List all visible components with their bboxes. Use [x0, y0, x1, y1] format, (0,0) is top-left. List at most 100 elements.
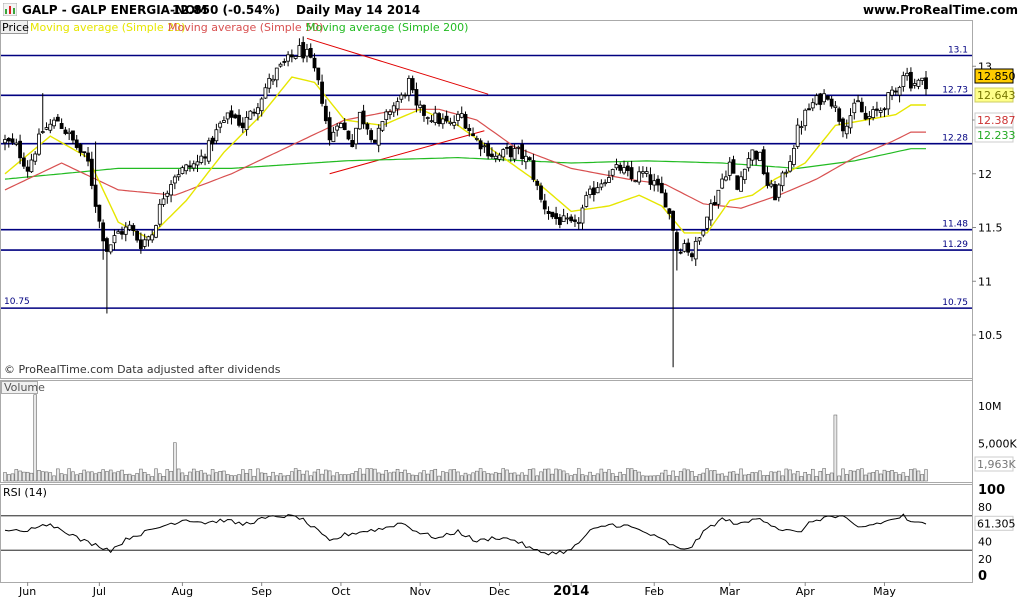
price-tag-label: 12.643 [977, 89, 1016, 102]
candle-body [573, 219, 577, 222]
candle-body [10, 138, 15, 143]
volume-bar [739, 468, 743, 482]
volume-bar [814, 476, 819, 482]
volume-bar [203, 472, 207, 482]
candle-body [21, 157, 26, 167]
volume-bar [342, 474, 347, 482]
volume-bar [63, 474, 68, 482]
price-tag-label: 12.387 [977, 114, 1016, 127]
volume-bar [603, 471, 607, 482]
rsi-tick-label: 100 [978, 483, 1005, 498]
candle-body [369, 130, 374, 141]
month-label: Apr [796, 585, 816, 598]
candle-body [523, 155, 528, 163]
candle-body [739, 176, 743, 192]
volume-bar [301, 473, 305, 482]
candle-body [622, 167, 626, 174]
volume-bar [218, 471, 222, 482]
candle-body [339, 123, 343, 129]
volume-bar [456, 471, 460, 482]
candle-body [693, 240, 698, 260]
volume-bar [346, 474, 351, 482]
volume-bar [10, 473, 15, 482]
candle-body [674, 232, 679, 251]
candle-body [33, 153, 38, 162]
volume-bar [765, 475, 770, 482]
candle-body [569, 216, 574, 222]
volume-bar [535, 475, 539, 482]
volume-bar [592, 475, 596, 482]
rsi-legend: RSI (14) [3, 486, 47, 499]
source-link[interactable]: www.ProRealTime.com [863, 3, 1018, 17]
candle-body [697, 237, 702, 242]
candle-body [750, 149, 755, 161]
volume-bar [429, 470, 434, 482]
level-label: 11.48 [942, 220, 968, 230]
candle-body [893, 90, 898, 93]
candle-body [384, 111, 389, 121]
candle-body [595, 187, 600, 194]
candle-body [25, 166, 30, 172]
candle-body [399, 94, 404, 100]
month-label: Feb [644, 585, 663, 598]
volume-legend-box [1, 381, 38, 394]
volume-bar [188, 471, 192, 482]
candle-body [829, 98, 834, 107]
candle-body [539, 185, 543, 200]
candle-body [501, 149, 506, 158]
volume-bar [324, 469, 328, 482]
volume-bar [173, 442, 177, 482]
volume-bar [656, 475, 660, 482]
candle-body [912, 83, 917, 86]
volume-bar [244, 473, 249, 482]
volume-bar [18, 470, 22, 482]
volume-bar [584, 475, 589, 482]
candle-body [671, 210, 676, 231]
candle-body [644, 171, 649, 174]
candle-body [603, 182, 608, 185]
panel-frame [0, 484, 973, 583]
volume-bar [648, 475, 653, 482]
volume-bar [199, 470, 204, 482]
volume-bar [731, 471, 736, 482]
volume-bar [422, 470, 426, 482]
volume-bar [871, 472, 875, 482]
volume-bar [860, 468, 864, 482]
month-label: May [873, 585, 896, 598]
candle-body [527, 157, 532, 160]
candle-body [682, 243, 687, 252]
candle-body [425, 117, 430, 119]
trendline [306, 37, 489, 95]
candle-body [161, 198, 166, 205]
volume-bar [750, 472, 755, 482]
candle-body [659, 182, 664, 194]
candle-body [18, 140, 22, 159]
volume-bar [176, 468, 181, 482]
candle-body [784, 171, 789, 174]
level-label-left: 10.75 [4, 297, 30, 307]
candle-body [365, 123, 370, 130]
candle-body [920, 77, 925, 81]
candle-body [701, 230, 706, 236]
volume-bar [682, 468, 687, 482]
candle-body [191, 163, 196, 169]
candle-body [648, 174, 653, 185]
candle-body [486, 143, 491, 157]
candle-body [150, 234, 155, 241]
candle-body [505, 147, 509, 149]
volume-bar [131, 475, 136, 482]
volume-bar [358, 468, 362, 482]
candle-body [833, 105, 838, 108]
candle-body [248, 110, 253, 120]
candle-body [406, 78, 411, 96]
volume-bar [259, 472, 264, 482]
candle-body [218, 122, 223, 128]
volume-bar [780, 475, 785, 482]
candle-body [240, 122, 245, 129]
candle-body [380, 121, 385, 131]
candle-body [512, 148, 517, 160]
candle-body [48, 123, 53, 131]
volume-bar [233, 475, 237, 482]
candle-body [859, 101, 864, 113]
price-tag-label: 12.233 [977, 129, 1016, 142]
